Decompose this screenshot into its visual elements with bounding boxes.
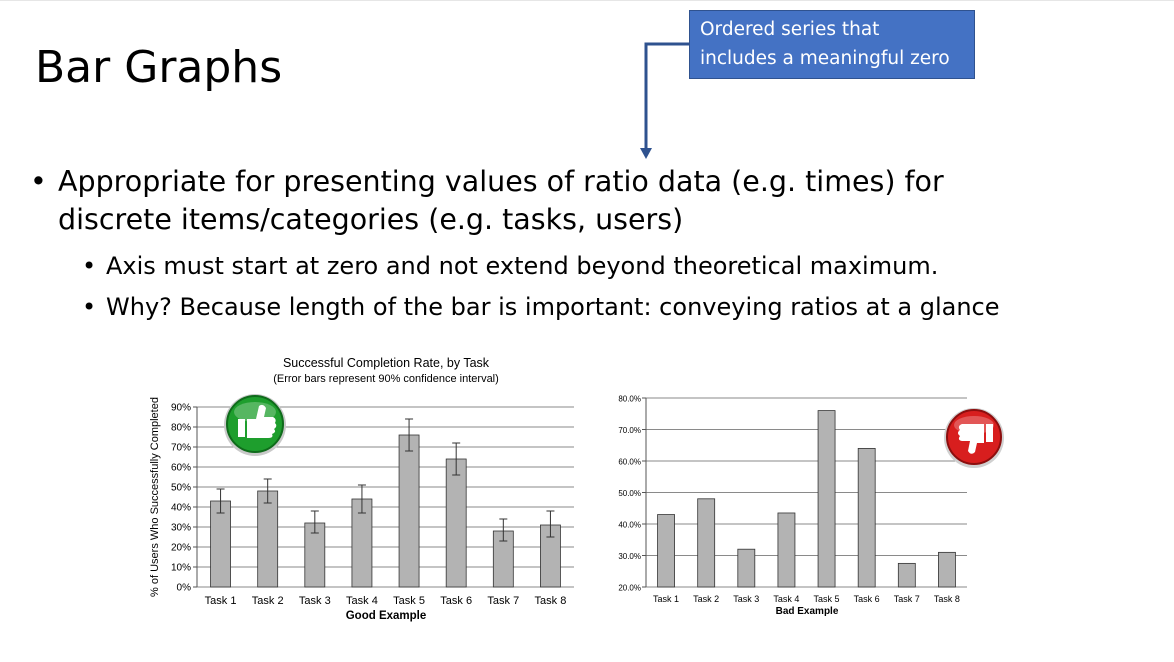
bullet-main-line-2: discrete items/categories (e.g. tasks, u… — [58, 203, 684, 236]
x-tick-label: Task 6 — [440, 595, 472, 607]
x-tick-label: Task 4 — [773, 594, 799, 604]
y-tick-label: 60.0% — [618, 458, 641, 467]
sub-bullet-text: Axis must start at zero and not extend b… — [106, 252, 939, 280]
chart-title: Successful Completion Rate, by Task — [283, 356, 490, 370]
bullet-dot: • — [82, 293, 97, 321]
callout-line-2: includes a meaningful zero — [700, 48, 950, 69]
chart-xlabel: Bad Example — [776, 606, 839, 617]
y-tick-label: 20% — [171, 543, 191, 554]
y-tick-label: 10% — [171, 563, 191, 574]
x-tick-label: Task 2 — [693, 594, 719, 604]
bar — [657, 514, 675, 588]
chart-gridlines — [642, 397, 967, 588]
bar — [777, 512, 796, 588]
y-tick-label: 80% — [171, 423, 191, 434]
x-tick-label: Task 3 — [733, 594, 759, 604]
y-tick-label: 50.0% — [618, 489, 641, 498]
x-tick-label: Task 8 — [535, 595, 567, 607]
y-tick-labels: 0% 10% 20% 30% 40% 50% 60% 70% 80% 90% — [171, 403, 191, 594]
bar-series — [210, 434, 561, 588]
y-tick-label: 40.0% — [618, 521, 641, 530]
bullet-dot: • — [82, 252, 97, 280]
bar — [857, 447, 876, 588]
y-tick-label: 70% — [171, 443, 191, 454]
bullet-main-line-1: Appropriate for presenting values of rat… — [58, 165, 944, 198]
bar-series — [657, 410, 956, 588]
bullet-main: • Appropriate for presenting values of r… — [30, 163, 1030, 239]
x-tick-labels: Task 1 Task 2 Task 3 Task 4 Task 5 Task 6 Task… — [653, 594, 960, 604]
y-tick-label: 20.0% — [618, 584, 641, 593]
sub-bullet-axis: • Axis must start at zero and not extend… — [82, 251, 938, 281]
callout-box: Ordered series that includes a meaningfu… — [689, 10, 975, 79]
chart-xlabel: Good Example — [346, 610, 427, 622]
x-tick-labels: Task 1 Task 2 Task 3 Task 4 Task 5 Task 6 Task… — [205, 595, 567, 607]
x-tick-label: Task 5 — [814, 594, 840, 604]
y-tick-label: 30% — [171, 523, 191, 534]
y-tick-label: 0% — [177, 583, 192, 594]
y-tick-label: 70.0% — [618, 426, 641, 435]
sub-bullet-why: • Why? Because length of the bar is impo… — [82, 292, 1000, 322]
y-tick-label: 90% — [171, 403, 191, 414]
thumbs-up-icon — [224, 394, 286, 456]
sub-bullet-text: Why? Because length of the bar is import… — [106, 293, 1000, 321]
bar — [938, 551, 956, 588]
chart-ylabel: % of Users Who Successfully Completed — [149, 397, 161, 597]
error-bars — [216, 418, 555, 542]
x-tick-label: Task 6 — [854, 594, 880, 604]
y-tick-label: 60% — [171, 463, 191, 474]
bar — [897, 562, 916, 588]
y-tick-label: 40% — [171, 503, 191, 514]
callout-line-1: Ordered series that — [700, 19, 880, 40]
x-tick-label: Task 1 — [205, 595, 237, 607]
slide-title: Bar Graphs — [35, 42, 283, 93]
x-tick-label: Task 5 — [393, 595, 425, 607]
slide-top-border — [0, 0, 1174, 1]
bar — [737, 548, 756, 588]
x-tick-label: Task 8 — [934, 594, 960, 604]
x-tick-label: Task 7 — [894, 594, 920, 604]
x-tick-label: Task 2 — [252, 595, 284, 607]
x-tick-label: Task 7 — [487, 595, 519, 607]
chart-subtitle: (Error bars represent 90% confidence int… — [273, 373, 499, 385]
x-tick-label: Task 1 — [653, 594, 679, 604]
x-tick-label: Task 4 — [346, 595, 378, 607]
y-tick-labels: 20.0% 30.0% 40.0% 50.0% 60.0% 70.0% 80.0% — [618, 395, 641, 593]
thumbs-down-icon — [944, 408, 1004, 468]
x-tick-label: Task 3 — [299, 595, 331, 607]
y-tick-label: 30.0% — [618, 552, 641, 561]
bullet-dot: • — [30, 165, 47, 198]
bar — [817, 410, 836, 588]
y-tick-label: 50% — [171, 483, 191, 494]
y-tick-label: 80.0% — [618, 395, 641, 404]
bar — [697, 498, 716, 588]
